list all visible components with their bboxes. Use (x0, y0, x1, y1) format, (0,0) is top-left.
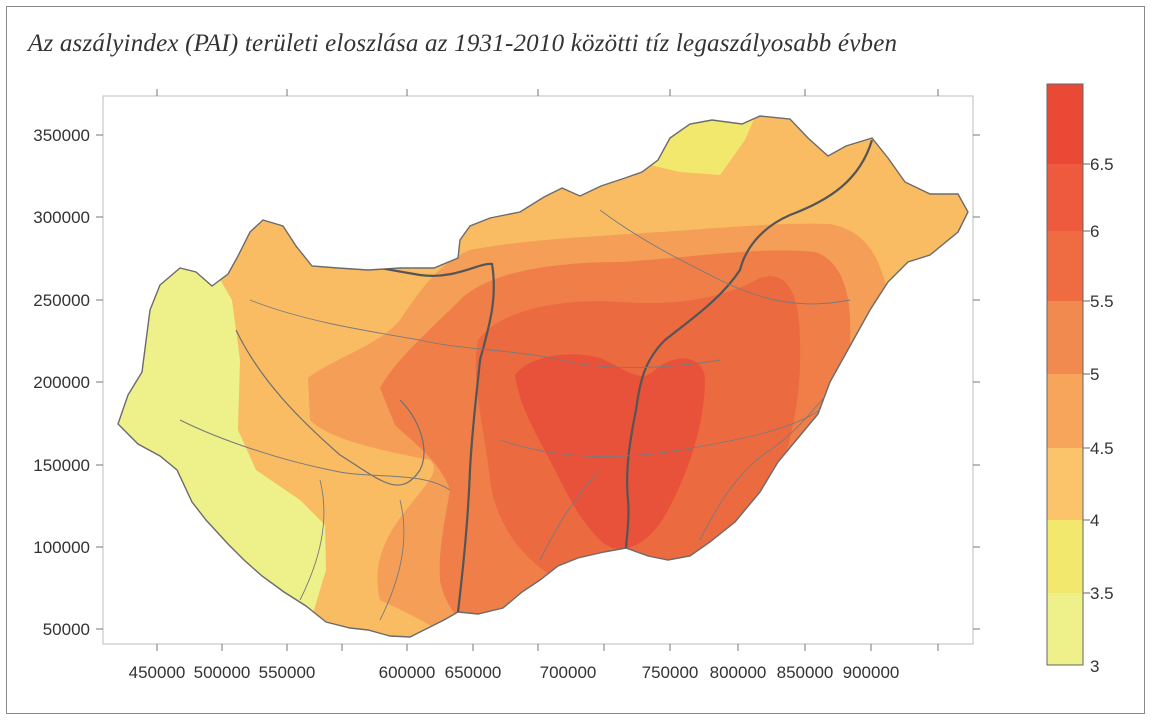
legend-label: 4.5 (1090, 439, 1114, 458)
x-tick-label: 900000 (843, 663, 900, 682)
legend-label: 3 (1090, 657, 1099, 676)
county-line (539, 469, 601, 561)
y-tick-label: 150000 (33, 456, 90, 475)
legend-swatch (1047, 448, 1083, 520)
y-tick-label: 250000 (33, 291, 90, 310)
y-tick-marks (96, 134, 980, 630)
county-line (379, 499, 405, 621)
y-axis-labels: 350000 300000 250000 200000 150000 10000… (33, 126, 90, 639)
rivers (179, 139, 874, 621)
county-line (249, 299, 721, 368)
x-tick-marks (156, 89, 939, 651)
legend-label: 5.5 (1090, 292, 1114, 311)
legend-swatch (1047, 164, 1083, 231)
x-tick-label: 700000 (540, 663, 597, 682)
county-line (599, 209, 851, 305)
legend-swatch (1047, 374, 1083, 448)
county-line (179, 419, 451, 491)
x-tick-label: 750000 (642, 663, 699, 682)
x-tick-label: 800000 (710, 663, 767, 682)
zone-6-6.5 (515, 354, 705, 549)
tisza-river (624, 139, 874, 551)
legend-label: 6 (1090, 222, 1099, 241)
x-tick-label: 550000 (259, 663, 316, 682)
legend-label: 5 (1090, 365, 1099, 384)
y-tick-label: 50000 (43, 620, 90, 639)
x-tick-label: 500000 (194, 663, 251, 682)
y-tick-label: 100000 (33, 538, 90, 557)
county-line (299, 479, 325, 601)
legend-swatch (1047, 520, 1083, 593)
x-tick-label: 650000 (445, 663, 502, 682)
x-tick-label: 450000 (129, 663, 186, 682)
map-title: Az aszályindex (PAI) területi eloszlása … (28, 30, 898, 57)
x-tick-label: 850000 (777, 663, 834, 682)
legend-label: 3.5 (1090, 584, 1114, 603)
legend-label: 6.5 (1090, 155, 1114, 174)
x-tick-label: 600000 (379, 663, 436, 682)
county-line (235, 329, 425, 486)
legend-swatch (1047, 84, 1083, 164)
country-border (117, 115, 969, 638)
y-tick-label: 350000 (33, 126, 90, 145)
legend-swatch (1047, 231, 1083, 301)
legend-swatch (1047, 593, 1083, 665)
danube-river (295, 244, 495, 613)
x-axis-labels: 450000 500000 550000 600000 650000 70000… (129, 663, 900, 682)
color-legend: 6.5 6 5.5 5 4.5 4 3.5 3 (1046, 83, 1114, 676)
legend-swatch (1047, 301, 1083, 374)
legend-label: 4 (1090, 511, 1099, 530)
y-tick-label: 300000 (33, 208, 90, 227)
county-line (499, 409, 821, 458)
county-line (699, 379, 841, 541)
y-tick-label: 200000 (33, 373, 90, 392)
